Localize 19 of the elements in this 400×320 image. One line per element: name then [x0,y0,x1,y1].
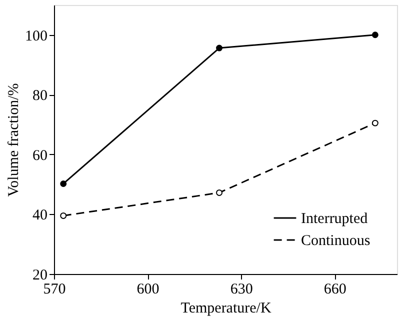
x-tick-label: 600 [136,282,160,298]
legend-label: Interrupted [301,211,368,227]
point [216,44,223,52]
x-tick-label: 660 [324,282,346,298]
point [372,32,378,38]
point [60,180,67,187]
point [60,212,67,219]
x-tick-label: 630 [230,282,253,298]
legend-label: Continuous [301,233,370,249]
point [372,120,378,126]
x-axis-title: Temperature/K [180,300,272,316]
point [216,189,223,196]
y-tick-label: 40 [32,208,48,224]
x-tick-label: 570 [43,282,66,298]
y-tick-label: 100 [25,28,48,44]
y-tick-label: 80 [32,88,48,104]
y-tick-label: 60 [32,148,48,164]
y-tick-label: 20 [32,268,48,284]
y-axis-title: Volume fraction/% [6,83,22,197]
